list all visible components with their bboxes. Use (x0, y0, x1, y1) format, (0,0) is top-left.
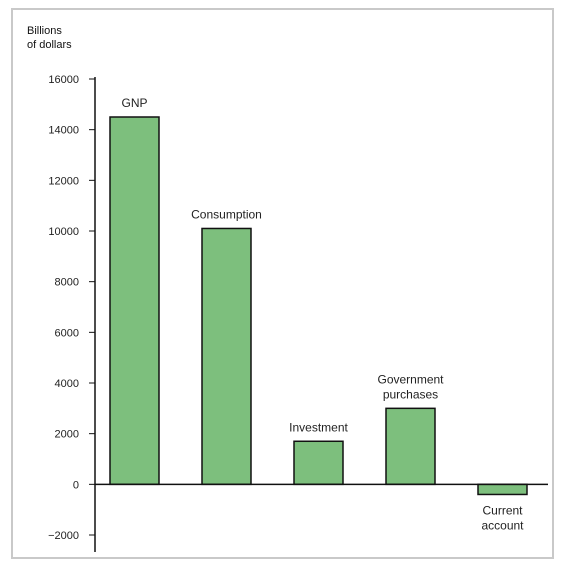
category-label: Current (482, 503, 523, 517)
y-tick-label: 14000 (48, 125, 79, 137)
y-tick-label: 4000 (55, 378, 79, 390)
bar (294, 441, 343, 484)
category-label: Investment (289, 420, 348, 434)
y-tick-label: 0 (73, 479, 79, 491)
y-axis-title-line-2: of dollars (27, 39, 72, 51)
category-label: purchases (383, 387, 438, 401)
category-label: Government (377, 372, 444, 386)
bar (110, 117, 159, 484)
y-tick-label: 12000 (48, 175, 79, 187)
y-axis-title-line-1: Billions (27, 25, 62, 37)
y-tick-label: 6000 (55, 327, 79, 339)
bar (202, 228, 251, 484)
y-tick-label: 8000 (55, 277, 79, 289)
bar (478, 484, 527, 494)
y-tick-label: −2000 (48, 530, 79, 542)
bar (386, 408, 435, 484)
y-tick-label: 2000 (55, 429, 79, 441)
category-label: account (481, 518, 524, 532)
y-tick-label: 10000 (48, 226, 79, 238)
category-label: Consumption (191, 207, 262, 221)
y-tick-label: 16000 (48, 74, 79, 86)
category-label: GNP (121, 96, 147, 110)
